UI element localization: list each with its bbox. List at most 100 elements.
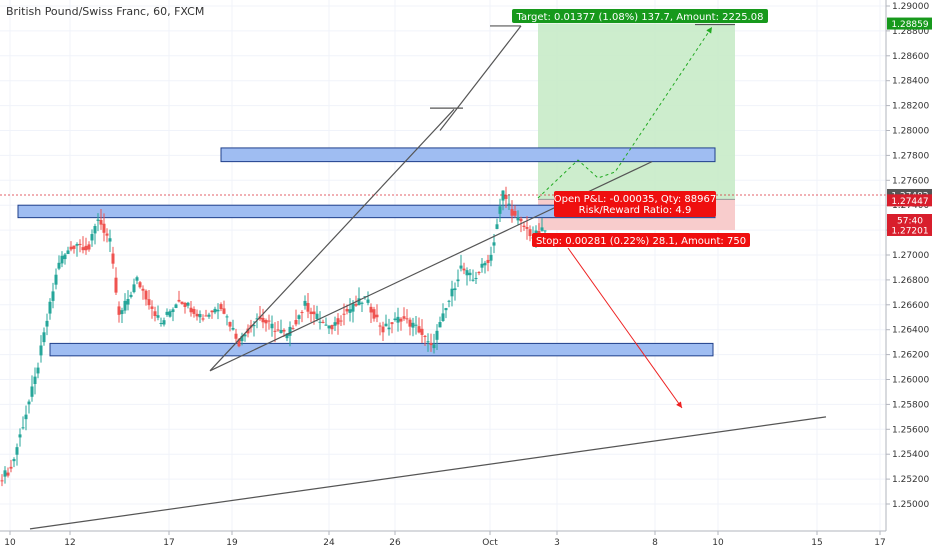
candle-body xyxy=(129,294,133,297)
candle-body xyxy=(177,299,181,302)
candle-body xyxy=(405,318,409,320)
zone-3[interactable] xyxy=(49,342,714,357)
price-tag-countdown xyxy=(887,214,932,226)
candle-body xyxy=(207,314,211,317)
support-resistance-zones[interactable] xyxy=(17,147,716,357)
candle-body xyxy=(123,300,127,311)
candle-body xyxy=(507,203,511,205)
candle-body xyxy=(165,311,169,315)
price-tag-stop xyxy=(887,223,932,236)
candle-body xyxy=(285,333,289,339)
y-tick-label: 1.25400 xyxy=(892,450,929,460)
candle-body xyxy=(15,447,19,455)
candle-body xyxy=(402,316,406,319)
candle-body xyxy=(369,306,373,313)
candle-body xyxy=(384,323,388,327)
candle-body xyxy=(294,320,298,325)
candle-body xyxy=(519,218,523,222)
candle-body xyxy=(513,211,517,216)
candle-body xyxy=(276,329,280,331)
candle-body xyxy=(447,300,451,302)
candle-body xyxy=(333,322,337,326)
candle-body xyxy=(195,313,199,317)
candle-body xyxy=(510,209,514,216)
candle-body xyxy=(114,277,118,293)
candle-body xyxy=(72,245,76,249)
y-tick-label: 1.25000 xyxy=(892,500,929,510)
candle-body xyxy=(174,304,178,308)
candle-body xyxy=(141,288,145,291)
candle-body xyxy=(48,301,52,314)
trendline-1[interactable] xyxy=(209,108,455,372)
candle-body xyxy=(189,307,193,313)
pnl-label-line1: Open P&L: -0.00035, Qty: 88967 xyxy=(554,194,717,205)
candle-body xyxy=(381,326,385,333)
candle-body xyxy=(21,427,25,429)
y-tick-label: 1.26200 xyxy=(892,351,929,361)
candle-body xyxy=(78,243,82,245)
candle-body xyxy=(303,300,307,306)
candle-body xyxy=(444,308,448,311)
candle-body xyxy=(483,262,487,266)
y-tick-label: 1.25800 xyxy=(892,400,929,410)
candle-body xyxy=(264,320,268,324)
candle-body xyxy=(438,322,442,328)
candle-body xyxy=(291,328,295,330)
x-tick-label: 17 xyxy=(163,538,174,548)
candle-body xyxy=(261,317,265,323)
y-tick-label: 1.28000 xyxy=(892,127,929,137)
candle-body xyxy=(210,310,214,313)
candle-body xyxy=(93,226,97,234)
stop-label: Stop: 0.00281 (0.22%) 28.1, Amount: 750 xyxy=(536,236,746,247)
trendline-3[interactable] xyxy=(439,25,522,131)
candle-body xyxy=(6,472,10,476)
candle-body xyxy=(321,321,325,323)
y-tick-label: 1.27800 xyxy=(892,151,929,161)
price-tag-label-target: 1.28859 xyxy=(891,20,928,30)
candle-body xyxy=(30,386,34,397)
trendline-4[interactable] xyxy=(29,416,827,530)
x-tick-label: 17 xyxy=(874,538,885,548)
zone-1[interactable] xyxy=(220,147,716,163)
candle-body xyxy=(237,339,241,347)
candle-body xyxy=(138,282,142,288)
candle-body xyxy=(180,301,184,304)
price-tag-label-stop: 1.27201 xyxy=(891,226,928,236)
candle-body xyxy=(441,313,445,321)
candle-body xyxy=(159,322,163,324)
y-tick-label: 1.28200 xyxy=(892,102,929,112)
candle-body xyxy=(462,268,466,271)
candle-body xyxy=(240,335,244,342)
candle-body xyxy=(12,459,16,462)
candle-body xyxy=(90,234,94,241)
candle-body xyxy=(51,291,55,301)
candle-body xyxy=(282,329,286,332)
price-tag-label-countdown: 57:40 xyxy=(897,217,923,227)
candles xyxy=(0,186,547,487)
candle-body xyxy=(366,299,370,303)
x-tick-label: 10 xyxy=(712,538,724,548)
candle-body xyxy=(375,314,379,318)
target-label-box xyxy=(512,9,768,23)
candle-body xyxy=(150,306,154,309)
y-tick-label: 1.28600 xyxy=(892,52,929,62)
candle-body xyxy=(471,279,475,281)
candle-body xyxy=(156,315,160,318)
candle-body xyxy=(432,344,436,349)
candle-body xyxy=(213,308,217,313)
candle-body xyxy=(75,244,79,246)
candle-body xyxy=(243,334,247,337)
candle-body xyxy=(27,401,31,405)
candle-body xyxy=(306,303,310,312)
stop-label-box xyxy=(532,233,750,247)
candle-body xyxy=(36,367,40,374)
candle-body xyxy=(45,320,49,327)
projection-down-path xyxy=(567,247,683,409)
y-tick-label: 1.28800 xyxy=(892,27,929,37)
candle-body xyxy=(255,318,259,320)
candle-body xyxy=(84,245,88,251)
pnl-label-box xyxy=(554,191,716,217)
price-tag-label-entry: 1.27447 xyxy=(891,197,928,207)
